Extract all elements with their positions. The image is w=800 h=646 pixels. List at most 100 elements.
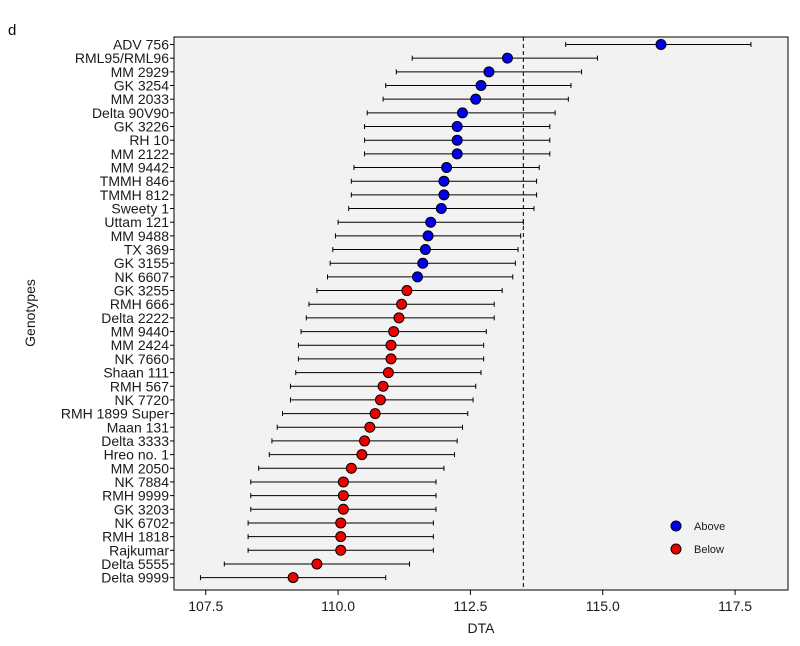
point-nk-7720 xyxy=(374,394,386,406)
points-layer xyxy=(287,39,667,584)
genotype-label: GK 3254 xyxy=(114,78,169,94)
genotype-label: MM 9442 xyxy=(111,160,170,176)
genotype-label: RMH 1899 Super xyxy=(61,406,170,422)
genotype-label: RML95/RML96 xyxy=(75,50,169,66)
genotype-label: RMH 567 xyxy=(110,378,169,394)
genotype-label: Maan 131 xyxy=(107,419,169,435)
point-rmh-9999 xyxy=(337,490,349,502)
genotype-label: MM 2929 xyxy=(111,64,170,80)
genotype-label: Delta 3333 xyxy=(101,433,169,449)
point-tmmh-846 xyxy=(438,175,450,187)
genotype-label: ADV 756 xyxy=(113,37,169,53)
point-tmmh-812 xyxy=(438,189,450,201)
point-gk-3254 xyxy=(475,80,487,92)
point-rmh-567 xyxy=(377,380,389,392)
genotype-label: MM 9440 xyxy=(111,324,170,340)
point-mm-2050 xyxy=(345,462,357,474)
x-axis-title: DTA xyxy=(468,620,496,636)
genotype-label: MM 2050 xyxy=(111,460,170,476)
genotype-label: MM 9488 xyxy=(111,228,170,244)
legend-label: Above xyxy=(694,521,725,533)
genotype-label: RMH 9999 xyxy=(102,488,169,504)
point-delta-5555 xyxy=(311,558,323,570)
point-mm-2033 xyxy=(470,93,482,105)
genotype-label: Sweety 1 xyxy=(111,201,169,217)
genotype-label: NK 6702 xyxy=(115,515,170,531)
x-tick-label: 117.5 xyxy=(718,598,752,614)
genotype-label: NK 7720 xyxy=(115,392,170,408)
genotype-label: Delta 2222 xyxy=(101,310,169,326)
genotype-label: Shaan 111 xyxy=(103,365,169,381)
genotype-label: Rajkumar xyxy=(109,542,169,558)
point-sweety-1 xyxy=(435,203,447,215)
point-nk-6607 xyxy=(411,271,423,283)
point-tx-369 xyxy=(419,244,431,256)
y-axis-title: Genotypes xyxy=(22,279,38,347)
x-tick-label: 112.5 xyxy=(453,598,487,614)
genotype-label: Delta 9999 xyxy=(101,570,169,586)
x-tick-label: 115.0 xyxy=(586,598,620,614)
genotype-label: MM 2033 xyxy=(111,91,170,107)
genotype-label: GK 3255 xyxy=(114,283,169,299)
genotype-label: NK 7884 xyxy=(115,474,170,490)
genotype-label: Delta 5555 xyxy=(101,556,169,572)
panel-tag: d xyxy=(8,22,16,39)
point-mm-9488 xyxy=(422,230,434,242)
legend-item-above: Above xyxy=(670,520,725,533)
point-shaan-111 xyxy=(382,367,394,379)
x-tick-label: 110.0 xyxy=(321,598,355,614)
point-rmh-1899-super xyxy=(369,408,381,420)
genotype-label: MM 2424 xyxy=(111,337,170,353)
point-uttam-121 xyxy=(425,216,437,228)
point-mm-2424 xyxy=(385,339,397,351)
point-rml95-rml96 xyxy=(501,52,513,64)
legend: Above Below xyxy=(670,520,725,556)
point-delta-2222 xyxy=(393,312,405,324)
legend-swatch xyxy=(670,520,682,532)
point-gk-3226 xyxy=(451,121,463,133)
point-nk-7884 xyxy=(337,476,349,488)
genotype-label: RH 10 xyxy=(129,132,169,148)
legend-label: Below xyxy=(694,544,724,556)
point-rajkumar xyxy=(335,544,347,556)
point-rmh-666 xyxy=(396,298,408,310)
genotype-label: MM 2122 xyxy=(111,146,170,162)
point-rh-10 xyxy=(451,134,463,146)
point-gk-3203 xyxy=(337,503,349,515)
genotype-label: TMMH 812 xyxy=(100,187,169,203)
genotype-label: TX 369 xyxy=(124,242,169,258)
genotype-label: NK 7660 xyxy=(115,351,170,367)
genotype-label: Uttam 121 xyxy=(104,214,169,230)
genotype-label: GK 3203 xyxy=(114,501,169,517)
point-nk-7660 xyxy=(385,353,397,365)
point-nk-6702 xyxy=(335,517,347,529)
legend-swatch xyxy=(670,543,682,555)
x-tick-label: 107.5 xyxy=(188,598,223,614)
point-delta-90v90 xyxy=(456,107,468,119)
genotype-label: RMH 666 xyxy=(110,296,169,312)
genotype-label: NK 6607 xyxy=(115,269,170,285)
genotype-label: RMH 1818 xyxy=(102,529,169,545)
x-axis-layer: 107.5 110.0 112.5 115.0 117.5 xyxy=(188,590,752,614)
point-mm-9442 xyxy=(441,162,453,174)
point-delta-3333 xyxy=(359,435,371,447)
plot-panel xyxy=(173,36,789,591)
point-maan-131 xyxy=(364,421,376,433)
point-adv-756 xyxy=(655,39,667,50)
point-gk-3155 xyxy=(417,257,429,269)
legend-item-below: Below xyxy=(670,543,724,556)
genotype-label: Hreo no. 1 xyxy=(104,447,170,463)
point-hreo-no-1 xyxy=(356,449,368,461)
point-mm-2929 xyxy=(483,66,495,78)
genotype-label: Delta 90V90 xyxy=(92,105,169,121)
genotype-label: TMMH 846 xyxy=(100,173,169,189)
point-delta-9999 xyxy=(287,572,299,584)
point-gk-3255 xyxy=(401,285,413,297)
point-rmh-1818 xyxy=(335,531,347,543)
point-mm-9440 xyxy=(388,326,400,338)
point-mm-2122 xyxy=(451,148,463,160)
genotype-label: GK 3226 xyxy=(114,119,169,135)
genotype-label: GK 3155 xyxy=(114,255,169,271)
